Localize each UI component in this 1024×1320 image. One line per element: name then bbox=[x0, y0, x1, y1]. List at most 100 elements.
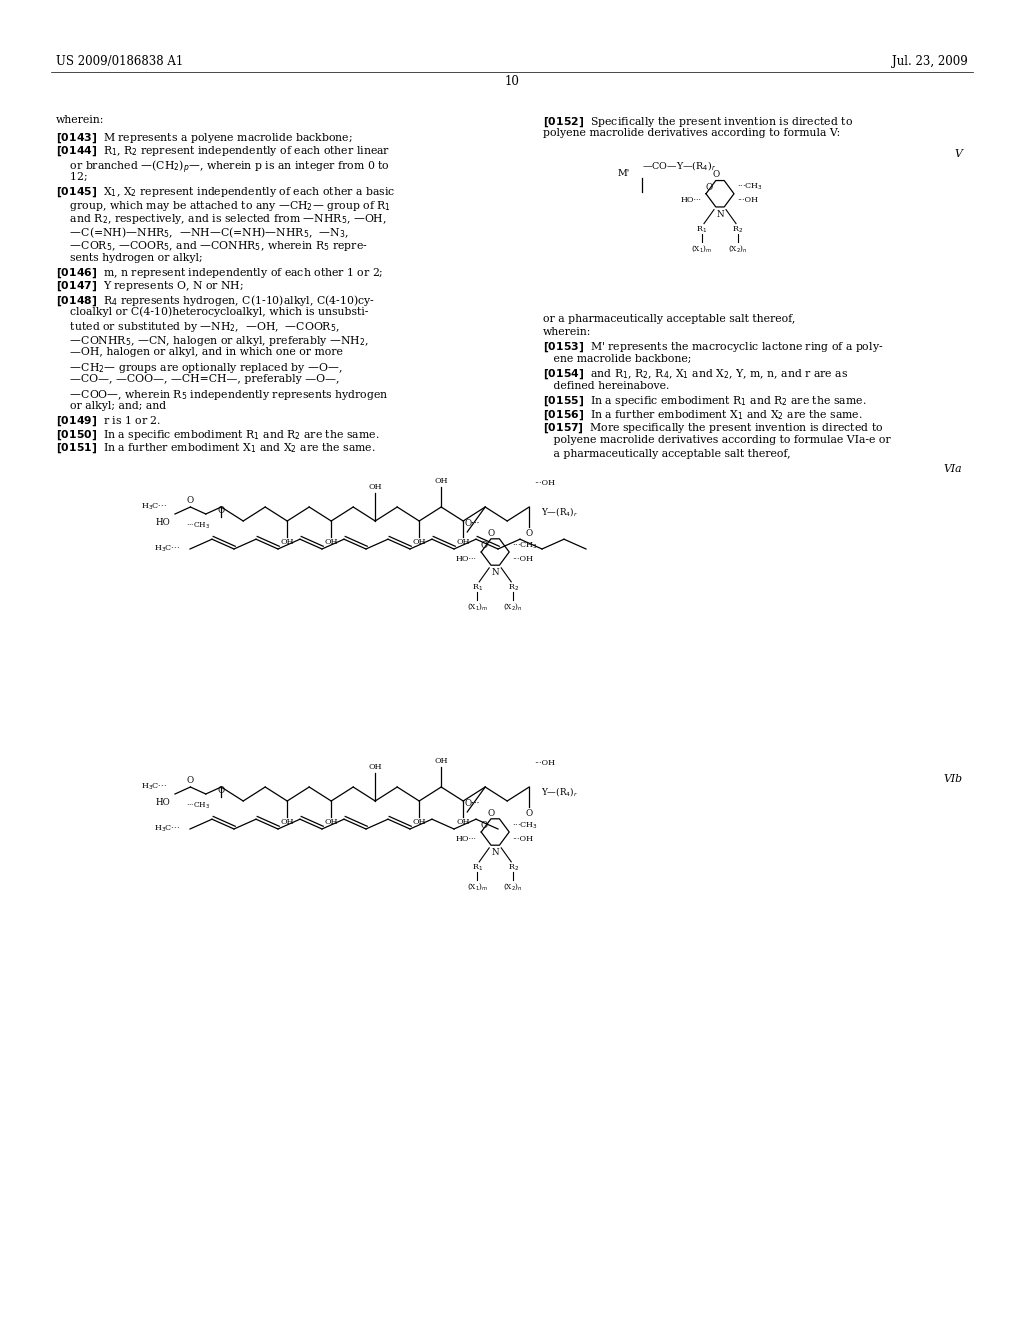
Text: ···CH$_3$: ···CH$_3$ bbox=[512, 540, 538, 550]
Text: VIb: VIb bbox=[943, 774, 963, 784]
Text: $\bf{[0155]}$  In a specific embodiment R$_1$ and R$_2$ are the same.: $\bf{[0155]}$ In a specific embodiment R… bbox=[543, 395, 866, 408]
Text: $\bf{[0146]}$  m, n represent independently of each other 1 or 2;: $\bf{[0146]}$ m, n represent independent… bbox=[56, 267, 384, 280]
Text: OH: OH bbox=[369, 483, 382, 491]
Text: O: O bbox=[481, 541, 488, 550]
Text: H$_3$C···: H$_3$C··· bbox=[155, 544, 180, 554]
Text: OH: OH bbox=[457, 818, 470, 826]
Text: R$_2$: R$_2$ bbox=[508, 583, 519, 594]
Text: Jul. 23, 2009: Jul. 23, 2009 bbox=[892, 55, 968, 69]
Text: HO···: HO··· bbox=[681, 197, 701, 205]
Text: M': M' bbox=[617, 169, 630, 178]
Text: O: O bbox=[706, 183, 713, 193]
Text: O···: O··· bbox=[465, 799, 480, 808]
Text: 12;: 12; bbox=[56, 172, 88, 182]
Text: —C(=NH)—NHR$_5$,  —NH—C(=NH)—NHR$_5$,  —N$_3$,: —C(=NH)—NHR$_5$, —NH—C(=NH)—NHR$_5$, —N$… bbox=[56, 226, 349, 240]
Text: HO: HO bbox=[156, 797, 170, 807]
Text: O: O bbox=[218, 506, 224, 515]
Text: 10: 10 bbox=[505, 75, 519, 88]
Text: Y—(R$_4$)$_r$: Y—(R$_4$)$_r$ bbox=[542, 506, 579, 519]
Text: $\bf{[0157]}$  More specifically the present invention is directed to: $\bf{[0157]}$ More specifically the pres… bbox=[543, 422, 884, 436]
Text: V: V bbox=[954, 149, 963, 158]
Text: wherein:: wherein: bbox=[56, 115, 104, 125]
Text: Y—(R$_4$)$_r$: Y—(R$_4$)$_r$ bbox=[542, 785, 579, 799]
Text: ···OH: ···OH bbox=[535, 479, 555, 487]
Text: O···: O··· bbox=[465, 519, 480, 528]
Text: O: O bbox=[481, 821, 488, 830]
Text: OH: OH bbox=[281, 818, 294, 826]
Text: $\bf{[0143]}$  M represents a polyene macrolide backbone;: $\bf{[0143]}$ M represents a polyene mac… bbox=[56, 131, 353, 145]
Text: ···CH$_3$: ···CH$_3$ bbox=[186, 521, 210, 531]
Text: ···CH$_3$: ···CH$_3$ bbox=[512, 820, 538, 830]
Text: H$_3$C···: H$_3$C··· bbox=[155, 824, 180, 834]
Text: OH: OH bbox=[325, 818, 338, 826]
Text: ···CH$_3$: ···CH$_3$ bbox=[186, 801, 210, 812]
Text: group, which may be attached to any —CH$_2$— group of R$_1$: group, which may be attached to any —CH$… bbox=[56, 199, 391, 213]
Text: or a pharmaceutically acceptable salt thereof,: or a pharmaceutically acceptable salt th… bbox=[543, 314, 795, 323]
Text: N: N bbox=[716, 210, 724, 219]
Text: $\bf{[0144]}$  R$_1$, R$_2$ represent independently of each other linear: $\bf{[0144]}$ R$_1$, R$_2$ represent ind… bbox=[56, 145, 390, 158]
Text: $\bf{[0156]}$  In a further embodiment X$_1$ and X$_2$ are the same.: $\bf{[0156]}$ In a further embodiment X$… bbox=[543, 408, 862, 422]
Text: a pharmaceutically acceptable salt thereof,: a pharmaceutically acceptable salt there… bbox=[543, 449, 791, 459]
Text: R$_1$: R$_1$ bbox=[472, 583, 482, 594]
Text: H$_3$C···: H$_3$C··· bbox=[141, 502, 167, 512]
Text: —CH$_2$— groups are optionally replaced by —O—,: —CH$_2$— groups are optionally replaced … bbox=[56, 360, 343, 375]
Text: H$_3$C···: H$_3$C··· bbox=[141, 781, 167, 792]
Text: $\bf{[0152]}$  Specifically the present invention is directed to: $\bf{[0152]}$ Specifically the present i… bbox=[543, 115, 853, 128]
Text: R$_1$: R$_1$ bbox=[696, 224, 708, 235]
Text: ···OH: ···OH bbox=[512, 554, 534, 562]
Text: O: O bbox=[525, 809, 532, 818]
Text: ···OH: ···OH bbox=[535, 759, 555, 767]
Text: OH: OH bbox=[434, 756, 447, 766]
Text: $\bf{[0153]}$  M' represents the macrocyclic lactone ring of a poly-: $\bf{[0153]}$ M' represents the macrocyc… bbox=[543, 341, 883, 354]
Text: —CO—Y—(R$_4$)$_r$: —CO—Y—(R$_4$)$_r$ bbox=[642, 158, 716, 172]
Text: US 2009/0186838 A1: US 2009/0186838 A1 bbox=[56, 55, 183, 69]
Text: HO: HO bbox=[156, 517, 170, 527]
Text: wherein:: wherein: bbox=[543, 327, 591, 337]
Text: —COR$_5$, —COOR$_5$, and —CONHR$_5$, wherein R$_5$ repre-: —COR$_5$, —COOR$_5$, and —CONHR$_5$, whe… bbox=[56, 239, 368, 253]
Text: OH: OH bbox=[369, 763, 382, 771]
Text: OH: OH bbox=[413, 818, 426, 826]
Text: O: O bbox=[487, 809, 495, 817]
Text: ene macrolide backbone;: ene macrolide backbone; bbox=[543, 354, 691, 364]
Text: polyene macrolide derivatives according to formulae VIa-e or: polyene macrolide derivatives according … bbox=[543, 436, 890, 445]
Text: R$_2$: R$_2$ bbox=[732, 224, 743, 235]
Text: $\bf{[0148]}$  R$_4$ represents hydrogen, C(1-10)alkyl, C(4-10)cy-: $\bf{[0148]}$ R$_4$ represents hydrogen,… bbox=[56, 293, 375, 308]
Text: —COO—, wherein R$_5$ independently represents hydrogen: —COO—, wherein R$_5$ independently repre… bbox=[56, 388, 389, 401]
Text: OH: OH bbox=[413, 539, 426, 546]
Text: R$_1$: R$_1$ bbox=[472, 863, 482, 874]
Text: O: O bbox=[487, 529, 495, 537]
Text: and R$_2$, respectively, and is selected from —NHR$_5$, —OH,: and R$_2$, respectively, and is selected… bbox=[56, 213, 387, 226]
Text: O: O bbox=[525, 529, 532, 539]
Text: OH: OH bbox=[325, 539, 338, 546]
Text: OH: OH bbox=[281, 539, 294, 546]
Text: N: N bbox=[492, 568, 499, 577]
Text: (X$_1$)$_m$: (X$_1$)$_m$ bbox=[691, 244, 713, 253]
Text: sents hydrogen or alkyl;: sents hydrogen or alkyl; bbox=[56, 252, 203, 263]
Text: O: O bbox=[713, 170, 720, 180]
Text: polyene macrolide derivatives according to formula V:: polyene macrolide derivatives according … bbox=[543, 128, 840, 139]
Text: HO···: HO··· bbox=[456, 554, 477, 562]
Text: cloalkyl or C(4-10)heterocycloalkyl, which is unsubsti-: cloalkyl or C(4-10)heterocycloalkyl, whi… bbox=[56, 306, 369, 317]
Text: $\bf{[0154]}$  and R$_1$, R$_2$, R$_4$, X$_1$ and X$_2$, Y, m, n, and r are as: $\bf{[0154]}$ and R$_1$, R$_2$, R$_4$, X… bbox=[543, 368, 848, 381]
Text: R$_2$: R$_2$ bbox=[508, 863, 519, 874]
Text: $\bf{[0150]}$  In a specific embodiment R$_1$ and R$_2$ are the same.: $\bf{[0150]}$ In a specific embodiment R… bbox=[56, 428, 380, 442]
Text: defined hereinabove.: defined hereinabove. bbox=[543, 381, 669, 391]
Text: ···OH: ···OH bbox=[512, 834, 534, 842]
Text: $\bf{[0145]}$  X$_1$, X$_2$ represent independently of each other a basic: $\bf{[0145]}$ X$_1$, X$_2$ represent ind… bbox=[56, 185, 395, 199]
Text: VIa: VIa bbox=[944, 465, 963, 474]
Text: —CONHR$_5$, —CN, halogen or alkyl, preferably —NH$_2$,: —CONHR$_5$, —CN, halogen or alkyl, prefe… bbox=[56, 334, 370, 347]
Text: (X$_1$)$_m$: (X$_1$)$_m$ bbox=[467, 882, 487, 892]
Text: O: O bbox=[218, 785, 224, 795]
Text: (X$_2$)$_n$: (X$_2$)$_n$ bbox=[728, 244, 748, 253]
Text: (X$_2$)$_n$: (X$_2$)$_n$ bbox=[504, 882, 523, 892]
Text: $\bf{[0147]}$  Y represents O, N or NH;: $\bf{[0147]}$ Y represents O, N or NH; bbox=[56, 280, 245, 293]
Text: —CO—, —COO—, —CH=CH—, preferably —O—,: —CO—, —COO—, —CH=CH—, preferably —O—, bbox=[56, 374, 340, 384]
Text: O: O bbox=[186, 776, 194, 785]
Text: HO···: HO··· bbox=[456, 834, 477, 842]
Text: (X$_1$)$_m$: (X$_1$)$_m$ bbox=[467, 602, 487, 612]
Text: or branched —(CH$_2$)$_p$—, wherein p is an integer from 0 to: or branched —(CH$_2$)$_p$—, wherein p is… bbox=[56, 158, 390, 176]
Text: OH: OH bbox=[434, 477, 447, 484]
Text: ···CH$_3$: ···CH$_3$ bbox=[737, 182, 763, 193]
Text: or alkyl; and; and: or alkyl; and; and bbox=[56, 401, 167, 412]
Text: (X$_2$)$_n$: (X$_2$)$_n$ bbox=[504, 602, 523, 612]
